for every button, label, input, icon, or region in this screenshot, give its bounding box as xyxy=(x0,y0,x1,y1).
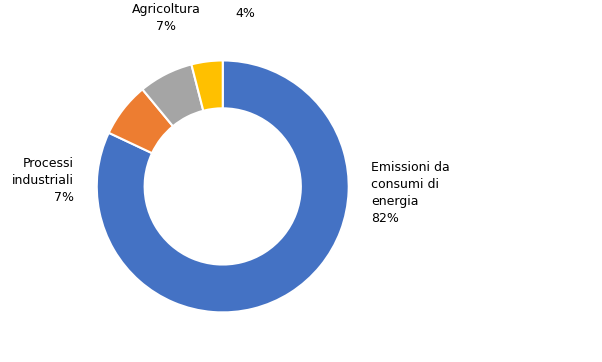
Text: Agricoltura
7%: Agricoltura 7% xyxy=(132,3,200,33)
Wedge shape xyxy=(191,60,223,111)
Wedge shape xyxy=(97,60,349,312)
Text: Emissioni da
consumi di
energia
82%: Emissioni da consumi di energia 82% xyxy=(371,161,450,225)
Wedge shape xyxy=(143,64,203,126)
Wedge shape xyxy=(109,89,173,153)
Text: Gestione dei
rifiuti
4%: Gestione dei rifiuti 4% xyxy=(206,0,285,20)
Text: Processi
industriali
7%: Processi industriali 7% xyxy=(12,157,74,204)
